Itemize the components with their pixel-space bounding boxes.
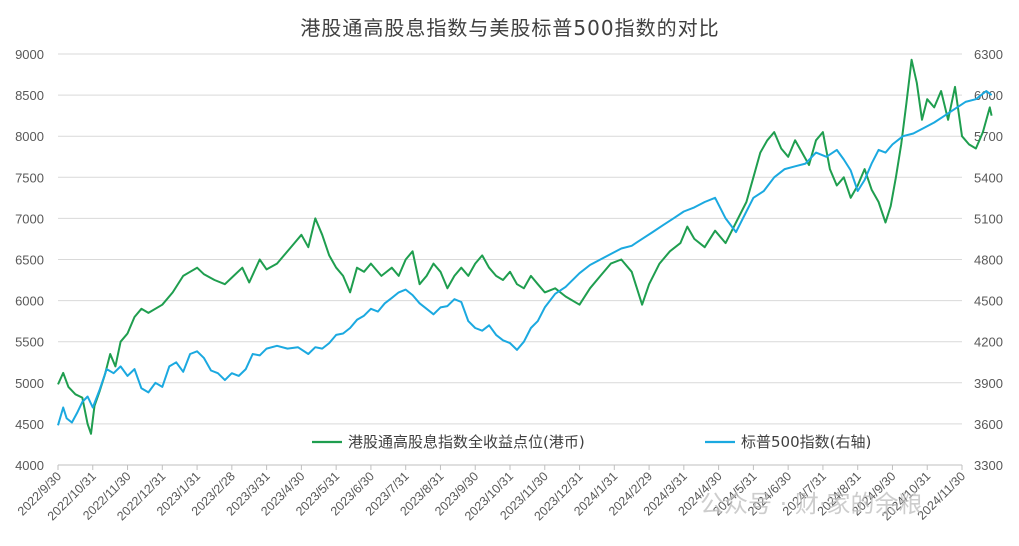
right-tick-label: 5400 <box>974 170 1003 185</box>
right-tick-label: 3600 <box>974 417 1003 432</box>
legend: 港股通高股息指数全收益点位(港币) 标普500指数(右轴) <box>312 433 871 451</box>
right-tick-label: 6300 <box>974 47 1003 62</box>
chart-title: 港股通高股息指数与美股标普500指数的对比 <box>300 16 719 40</box>
right-axis-ticks: 3300 3600 3900 4200 4500 4800 5100 5400 5700 6000… <box>974 47 1003 473</box>
legend-label-sp: 标普500指数(右轴) <box>741 433 871 451</box>
right-tick-label: 3300 <box>974 458 1003 473</box>
right-tick-label: 5100 <box>974 211 1003 226</box>
left-axis-ticks: 4000 4500 5000 5500 6000 6500 7000 7500 8000 8500… <box>15 47 44 473</box>
left-tick-label: 9000 <box>15 47 44 62</box>
grid <box>58 53 962 466</box>
right-tick-label: 4800 <box>974 253 1003 268</box>
right-tick-label: 3900 <box>974 376 1003 391</box>
watermark: 公众号 · 财·家的余粮 <box>700 490 923 518</box>
left-tick-label: 6500 <box>15 253 44 268</box>
left-tick-label: 8000 <box>15 129 44 144</box>
left-tick-label: 8500 <box>15 88 44 103</box>
left-tick-label: 7500 <box>15 170 44 185</box>
left-tick-label: 4000 <box>15 458 44 473</box>
series-layer <box>57 58 993 435</box>
legend-label-hk: 港股通高股息指数全收益点位(港币) <box>348 433 585 451</box>
series-line-sp <box>57 90 993 426</box>
right-tick-label: 5700 <box>974 129 1003 144</box>
left-tick-label: 4500 <box>15 417 44 432</box>
right-tick-label: 6000 <box>974 88 1003 103</box>
left-tick-label: 6000 <box>15 294 44 309</box>
right-tick-label: 4200 <box>974 335 1003 350</box>
left-tick-label: 5000 <box>15 376 44 391</box>
right-tick-label: 4500 <box>974 294 1003 309</box>
series-line-hk <box>57 58 993 435</box>
left-tick-label: 5500 <box>15 335 44 350</box>
left-tick-label: 7000 <box>15 211 44 226</box>
